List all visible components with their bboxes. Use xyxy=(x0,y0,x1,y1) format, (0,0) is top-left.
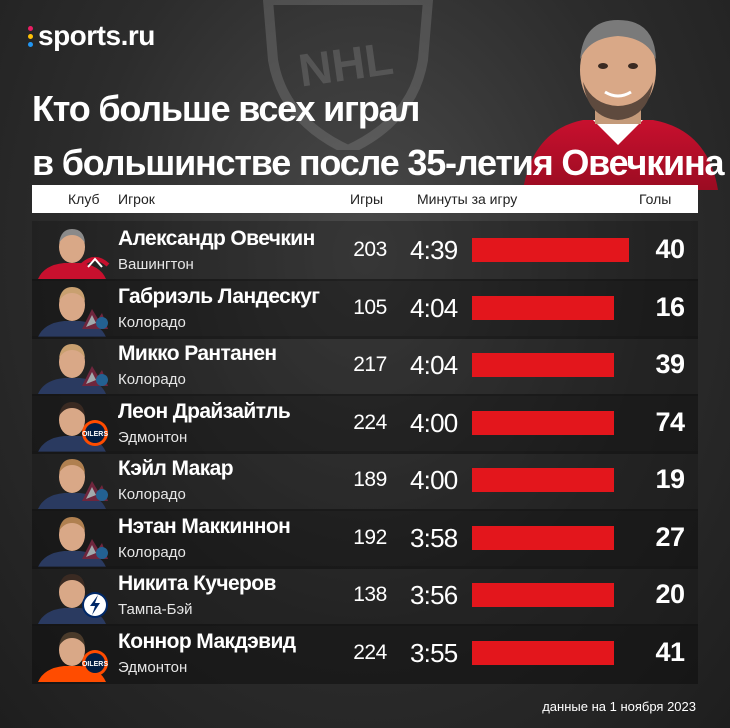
minutes-bar xyxy=(472,410,614,435)
minutes-bar xyxy=(472,525,614,550)
minutes-bar xyxy=(472,640,614,665)
player-name: Кэйл Макар xyxy=(118,457,234,480)
player-avatar: OILERS xyxy=(34,396,110,452)
logo-dot xyxy=(28,33,33,39)
player-name: Никита Кучеров xyxy=(118,572,276,595)
logo-dot xyxy=(28,25,33,31)
minutes-bar xyxy=(472,238,629,262)
player-team: Колорадо xyxy=(118,313,186,331)
minutes-bar xyxy=(472,468,614,492)
player-name: Габриэль Ландескуг xyxy=(118,284,320,308)
nhl-shield-icon: NHL xyxy=(262,0,434,150)
games-value: 105 xyxy=(353,295,387,319)
goals-value: 74 xyxy=(655,406,685,437)
chart-title-line-1: Кто больше всех играл xyxy=(32,88,420,129)
column-header-player: Игрок xyxy=(118,191,155,207)
player-name: Александр Овечкин xyxy=(118,227,315,250)
table-row: Нэтан Маккиннон Колорадо 192 3:58 27 xyxy=(32,508,698,569)
avalanche-logo-icon xyxy=(82,538,108,559)
goals-value: 16 xyxy=(655,291,685,322)
logo-dots xyxy=(28,25,33,47)
games-value: 138 xyxy=(353,583,387,606)
player-team: Тампа-Бэй xyxy=(118,601,193,618)
avalanche-logo-icon xyxy=(82,308,108,329)
capitals-logo-icon xyxy=(80,257,110,268)
player-name: Леон Драйзайтль xyxy=(118,399,291,423)
oilers-logo-icon: OILERS xyxy=(82,649,108,676)
column-header-minutes: Минуты за игру xyxy=(417,191,518,207)
chart-title-line-2: в большинстве после 35-летия Овечкина xyxy=(32,142,725,183)
player-avatar xyxy=(34,223,110,279)
goals-value: 27 xyxy=(655,521,685,552)
table-row: Александр Овечкин Вашингтон 203 4:39 40 xyxy=(32,221,698,281)
minutes-bar xyxy=(472,295,614,320)
player-avatar xyxy=(34,281,110,337)
games-value: 189 xyxy=(353,468,387,491)
minutes-value: 4:04 xyxy=(410,292,458,323)
player-name: Коннор Макдэвид xyxy=(118,629,296,653)
minutes-value: 4:00 xyxy=(410,465,458,495)
table-header: Клуб Игрок Игры Минуты за игру Голы xyxy=(32,185,698,213)
player-avatar xyxy=(34,338,110,394)
player-avatar xyxy=(34,453,110,509)
games-value: 224 xyxy=(353,640,387,664)
minutes-value: 4:04 xyxy=(410,350,458,380)
minutes-bar xyxy=(472,353,614,377)
player-team: Колорадо xyxy=(118,486,186,503)
goals-value: 19 xyxy=(655,464,685,494)
player-name: Нэтан Маккиннон xyxy=(118,514,291,538)
table-row: OILERS Коннор Макдэвид Эдмонтон 224 3:55 41 xyxy=(32,623,698,684)
player-team: Колорадо xyxy=(118,371,186,388)
column-header-games: Игры xyxy=(350,191,384,207)
minutes-value: 3:56 xyxy=(410,580,458,610)
table-row: Никита Кучеров Тампа-Бэй 138 3:56 20 xyxy=(32,566,698,626)
table-row: Габриэль Ландескуг Колорадо 105 4:04 16 xyxy=(32,278,698,339)
avalanche-logo-icon xyxy=(82,366,108,386)
lightning-logo-icon xyxy=(82,592,108,618)
minutes-value: 3:58 xyxy=(410,522,458,553)
goals-value: 39 xyxy=(655,349,685,379)
column-header-club: Клуб xyxy=(68,191,100,207)
goals-value: 20 xyxy=(655,579,685,609)
avalanche-logo-icon xyxy=(82,481,108,501)
logo-text: sports.ru xyxy=(38,20,155,51)
player-team: Эдмонтон xyxy=(118,428,188,446)
column-header-goals: Голы xyxy=(639,191,672,207)
table-row: Кэйл Макар Колорадо 189 4:00 19 xyxy=(32,451,698,511)
games-value: 203 xyxy=(353,238,387,261)
minutes-bar xyxy=(472,583,614,607)
player-name: Микко Рантанен xyxy=(118,342,277,365)
minutes-value: 4:00 xyxy=(410,407,458,438)
player-team: Эдмонтон xyxy=(118,658,188,676)
player-avatar: OILERS xyxy=(34,626,110,682)
goals-value: 40 xyxy=(655,234,685,264)
svg-text:OILERS: OILERS xyxy=(82,431,108,438)
goals-value: 41 xyxy=(655,636,685,667)
games-value: 192 xyxy=(353,525,387,549)
table-row: Микко Рантанен Колорадо 217 4:04 39 xyxy=(32,336,698,396)
ovechkin-photo xyxy=(523,20,718,190)
footnote: данные на 1 ноября 2023 xyxy=(542,699,696,714)
player-team: Вашингтон xyxy=(118,256,194,273)
player-team: Колорадо xyxy=(118,543,186,561)
oilers-logo-icon: OILERS xyxy=(82,419,108,446)
minutes-value: 4:39 xyxy=(410,235,458,265)
table-row: OILERS Леон Драйзайтль Эдмонтон 224 4:00 74 xyxy=(32,393,698,454)
svg-text:OILERS: OILERS xyxy=(82,661,108,668)
logo-dot xyxy=(28,41,33,47)
minutes-value: 3:55 xyxy=(410,637,458,668)
games-value: 224 xyxy=(353,410,387,434)
player-avatar xyxy=(34,568,110,624)
player-avatar xyxy=(34,511,110,567)
svg-text:NHL: NHL xyxy=(295,32,396,97)
sports-ru-logo[interactable]: sports.ru xyxy=(28,20,155,52)
games-value: 217 xyxy=(353,353,387,376)
